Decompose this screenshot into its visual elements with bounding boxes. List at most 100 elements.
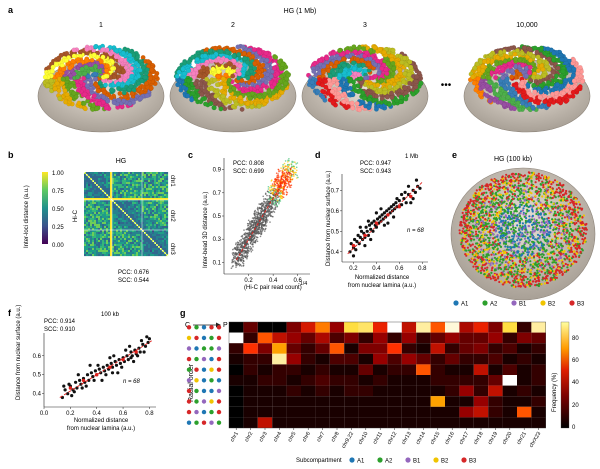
heatmap-cell <box>106 210 109 213</box>
chromatin-bead <box>231 95 237 101</box>
heatmap-cell <box>108 216 111 219</box>
heatmap-cell <box>124 194 127 197</box>
chromatin-bead <box>495 92 501 98</box>
heatmap-cell <box>160 174 163 177</box>
heatmap-cell <box>142 182 145 185</box>
heatmap-cell <box>130 236 133 239</box>
chromatin-bead <box>190 91 196 96</box>
chromatin-bead <box>216 69 222 75</box>
heatmap-cell <box>102 232 105 235</box>
heatmap-cell <box>136 178 139 181</box>
heatmap-cell <box>90 210 93 213</box>
chromatin-bead <box>500 75 506 81</box>
chromatin-bead <box>231 58 237 64</box>
heatmap-cell <box>152 214 155 217</box>
heatmap-cell <box>124 184 127 187</box>
chromatin-bead <box>129 66 134 71</box>
chromatin-bead <box>103 73 109 79</box>
heatmap-cell <box>128 180 131 183</box>
heatmap-cell <box>148 176 151 179</box>
heatmap-cell <box>132 236 135 239</box>
chromatin-bead <box>330 99 336 105</box>
heatmap-cell <box>156 192 159 195</box>
heatmap-cell <box>106 184 109 187</box>
heatmap-cell <box>124 186 127 189</box>
heatmap-cell <box>118 184 121 187</box>
heatmap-cell <box>84 226 87 229</box>
heatmap-cell <box>86 202 89 205</box>
heatmap-cell <box>88 222 91 225</box>
heatmap-cell <box>116 222 119 225</box>
heatmap-cell <box>156 230 159 233</box>
chromatin-bead <box>222 85 228 90</box>
chromatin-bead <box>91 103 96 108</box>
heatmap-cell <box>114 234 117 237</box>
cell-label-2: 2 <box>231 22 235 29</box>
heatmap-cell <box>104 206 107 209</box>
heatmap-cell <box>100 202 103 205</box>
heatmap-cell <box>162 174 165 177</box>
heatmap-cell <box>88 182 91 185</box>
heatmap-cell <box>134 230 137 233</box>
heatmap-cell <box>124 230 127 233</box>
heatmap-cell <box>122 200 125 203</box>
heatmap-cell <box>118 192 121 195</box>
heatmap-cell <box>96 180 99 183</box>
heatmap-cell <box>164 200 167 203</box>
heatmap-cell <box>98 182 101 185</box>
heatmap-cell <box>148 226 151 229</box>
heatmap-cell <box>116 226 119 229</box>
heatmap-cell <box>118 182 121 185</box>
panel-a: a HG (1 Mb) 1 2 3 10,000 ••• <box>8 5 591 133</box>
heatmap-cell <box>154 178 157 181</box>
chromatin-bead <box>117 91 123 96</box>
heatmap-cell <box>158 200 161 203</box>
heatmap-cell <box>144 210 147 213</box>
heatmap-cell <box>152 192 155 195</box>
heatmap-cell <box>92 186 95 189</box>
heatmap-cell <box>86 180 89 183</box>
heatmap-cell <box>148 222 151 225</box>
heatmap-cell <box>158 180 161 183</box>
heatmap-cell <box>102 224 105 227</box>
heatmap-cell <box>102 172 105 175</box>
heatmap-cell <box>104 182 107 185</box>
heatmap-cell <box>90 190 93 193</box>
heatmap-cell <box>132 188 135 191</box>
heatmap-cell <box>156 172 159 175</box>
chromatin-bead <box>231 64 237 70</box>
heatmap-cell <box>136 188 139 191</box>
chromatin-bead <box>242 56 248 61</box>
heatmap-cell <box>90 236 93 239</box>
heatmap-cell <box>158 224 161 227</box>
heatmap-cell <box>124 232 127 235</box>
heatmap-cell <box>120 186 123 189</box>
heatmap-cell <box>108 184 111 187</box>
chromatin-bead <box>91 52 97 58</box>
chromatin-bead <box>71 53 77 59</box>
heatmap-cell <box>118 200 121 203</box>
chromatin-bead <box>101 94 106 100</box>
heatmap-cell <box>154 222 157 225</box>
heatmap-cell <box>142 186 145 189</box>
chromatin-bead <box>63 58 69 63</box>
chromatin-bead <box>108 95 114 100</box>
heatmap-cell <box>160 222 163 225</box>
heatmap-cell <box>166 216 169 219</box>
chromatin-bead <box>129 73 135 79</box>
heatmap-cell <box>134 210 137 213</box>
heatmap-cell <box>108 202 111 205</box>
chromatin-bead <box>103 68 109 73</box>
heatmap-cell <box>96 192 99 195</box>
heatmap-cell <box>88 192 91 195</box>
heatmap-cell <box>146 196 149 199</box>
heatmap-cell <box>162 232 165 235</box>
heatmap-cell <box>96 232 99 235</box>
heatmap-cell <box>150 178 153 181</box>
heatmap-cell <box>150 210 153 213</box>
chromatin-bead <box>381 49 387 55</box>
heatmap-cell <box>162 178 165 181</box>
heatmap-cell <box>160 194 163 197</box>
heatmap-cell <box>144 212 147 215</box>
chromatin-bead <box>264 63 270 69</box>
